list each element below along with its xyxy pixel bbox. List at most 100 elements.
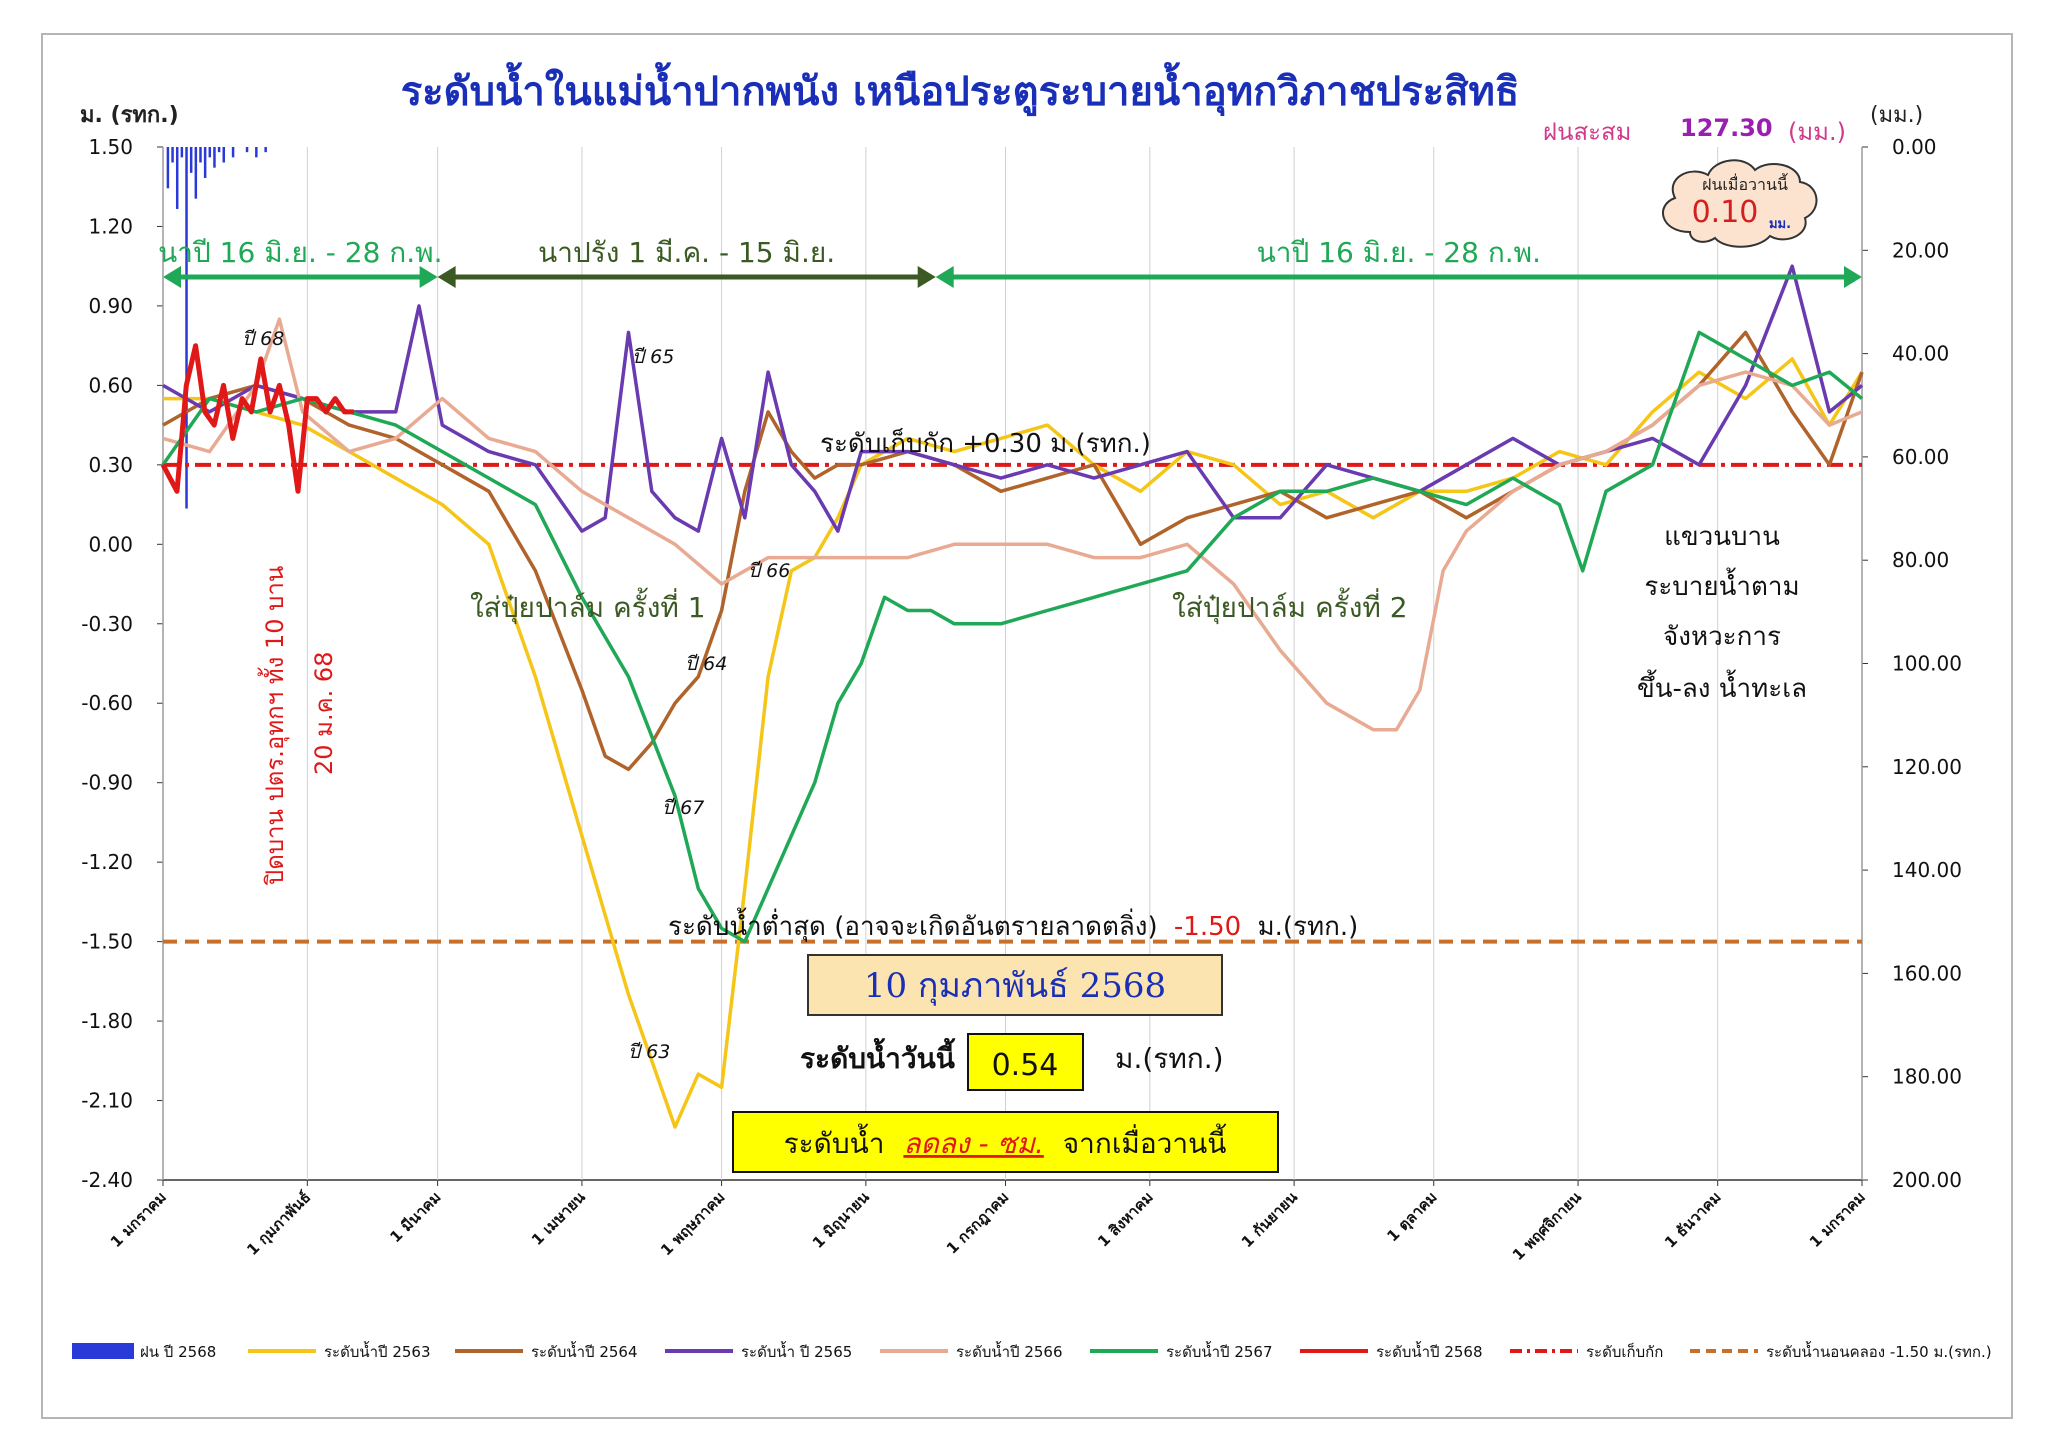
change-suffix: จากเมื่อวานนี้ xyxy=(1063,1123,1227,1160)
series-line-ระดับน้ำปี-2566 xyxy=(162,317,1863,732)
change-prefix: ระดับน้ำ xyxy=(784,1123,885,1160)
period-arrow-head xyxy=(437,266,456,288)
year-label-65: ปี 65 xyxy=(632,346,674,368)
legend-label: ระดับน้ำนอนคลอง -1.50 ม.(รทก.) xyxy=(1766,1341,1992,1361)
legend-swatch xyxy=(72,1343,134,1359)
rain-bar xyxy=(217,147,221,153)
yesterday-rain-cloud: ฝนเมื่อวานนี้ 0.10 มม. xyxy=(1662,159,1818,248)
y-tick-label: -1.50 xyxy=(81,930,133,954)
rain-bar xyxy=(231,147,235,158)
legend-label: ระดับน้ำ ปี 2565 xyxy=(741,1341,852,1361)
accum-rain: ฝนสะสม 127.30 (มม.) xyxy=(1543,114,1846,146)
period-arrow-label: นาปี 16 มิ.ย. - 28 ก.พ. xyxy=(158,236,442,269)
year-labels: ปี 68 ปี 65 ปี 66 ปี 64 ปี 67 ปี 63 xyxy=(242,328,790,1063)
rain-bar xyxy=(213,147,216,168)
accum-rain-label: ฝนสะสม xyxy=(1543,118,1631,146)
x-tick-label: 1 ตุลาคม xyxy=(1383,1188,1441,1246)
year-label-64: ปี 64 xyxy=(685,653,727,675)
series-line-ระดับน้ำปี-2564 xyxy=(162,330,1864,772)
gate-note-1: ปิดบาน ปตร.อุทกฯ ทั้ง 10 บาน xyxy=(257,566,290,886)
y2-tick-label: 80.00 xyxy=(1892,548,1949,572)
y-tick-label: 1.50 xyxy=(88,135,133,159)
accum-rain-value: 127.30 xyxy=(1680,114,1773,142)
x-tick-label: 1 เมษายน xyxy=(528,1188,589,1249)
rain-bar xyxy=(208,147,212,158)
y2-tick-label: 20.00 xyxy=(1892,238,1949,262)
y2-tick-label: 140.00 xyxy=(1892,858,1962,882)
rain-bar xyxy=(189,147,193,173)
min-level-value: -1.50 xyxy=(1174,912,1241,942)
x-tick-label: 1 พฤษภาคม xyxy=(657,1188,728,1259)
series-line-ระดับน้ำปี-2567 xyxy=(161,330,1864,944)
y2-tick-label: 120.00 xyxy=(1892,755,1962,779)
period-arrow-head xyxy=(1844,266,1862,288)
x-tick-label: 1 มกราคม xyxy=(1806,1188,1869,1251)
y-tick-label: 0.90 xyxy=(88,294,133,318)
x-tick-label: 1 มีนาคม xyxy=(386,1188,444,1246)
chart-title: ระดับน้ำในแม่น้ำปากพนัง เหนือประตูระบายน… xyxy=(401,62,1520,117)
rain-bar xyxy=(255,147,258,158)
svg-text:ระดับน้ำต่ำสุด (อาจจะเกิดอันตร: ระดับน้ำต่ำสุด (อาจจะเกิดอันตรายลาดตลิ่ง… xyxy=(668,907,1358,942)
series-line-ระดับน้ำ-ปี-2565 xyxy=(162,264,1864,533)
year-label-63: ปี 63 xyxy=(628,1041,670,1063)
x-tick-label: 1 กุมภาพันธ์ xyxy=(243,1188,315,1260)
legend: ฝน ปี 2568 ระดับน้ำปี 2563 ระดับน้ำปี 2564… xyxy=(72,1341,1992,1361)
y-tick-label: -2.10 xyxy=(81,1089,133,1113)
yesterday-rain-unit: มม. xyxy=(1769,217,1791,232)
y-tick-label: -2.40 xyxy=(81,1168,133,1192)
period-arrow-head xyxy=(935,266,954,288)
y-tick-label: 1.20 xyxy=(88,214,133,238)
rain-bar xyxy=(222,147,226,163)
period-arrow-head xyxy=(163,266,181,288)
storage-level-label: ระดับเก็บกัก +0.30 ม.(รทก.) xyxy=(820,427,1151,459)
change-box: ระดับน้ำ ลดลง - ซม. จากเมื่อวานนี้ xyxy=(732,1111,1279,1173)
today-unit: ม.(รทก.) xyxy=(1115,1042,1224,1075)
year-label-67: ปี 67 xyxy=(662,797,704,819)
y-tick-label: -1.80 xyxy=(81,1009,133,1033)
y-tick-label: 0.30 xyxy=(88,453,133,477)
y2-tick-label: 0.00 xyxy=(1892,135,1937,159)
gate-note-2: 20 ม.ค. 68 xyxy=(310,652,338,775)
rain-bar xyxy=(194,147,198,199)
y-tick-label: -0.30 xyxy=(81,612,133,636)
rain-bar xyxy=(185,147,188,509)
yesterday-rain-value: 0.10 xyxy=(1692,195,1759,230)
x-tick-label: 1 มิถุนายน xyxy=(809,1188,874,1253)
y2-tick-label: 200.00 xyxy=(1892,1168,1962,1192)
rain-bar xyxy=(180,147,184,158)
rain-bar xyxy=(264,147,267,153)
rain-bar xyxy=(203,147,207,178)
legend-label: ระดับน้ำปี 2563 xyxy=(324,1341,431,1361)
today-label: ระดับน้ำวันนี้ xyxy=(800,1037,956,1075)
legend-label: ระดับน้ำปี 2567 xyxy=(1166,1341,1273,1361)
date-box: 10 กุมภาพันธ์ 2568 xyxy=(807,954,1223,1016)
change-value: ลดลง - ซม. xyxy=(903,1127,1043,1160)
y2-tick-label: 60.00 xyxy=(1892,445,1949,469)
rain-bar xyxy=(171,147,174,163)
y-tick-label: -1.20 xyxy=(81,850,133,874)
min-level-prefix: ระดับน้ำต่ำสุด (อาจจะเกิดอันตรายลาดตลิ่ง… xyxy=(668,907,1158,942)
svg-text:ระดับน้ำ ลดลง - ซม.: ระดับน้ำ ลดลง - ซม. จากเมื่อวานนี้ xyxy=(784,1123,1227,1160)
y-tick-label: 0.00 xyxy=(88,532,133,556)
rain-bar xyxy=(245,147,249,153)
x-tick-label: 1 ธันวาคม xyxy=(1661,1188,1725,1252)
y-tick-label: -0.90 xyxy=(81,771,133,795)
period-arrow-label: นาปี 16 มิ.ย. - 28 ก.พ. xyxy=(1257,236,1541,269)
y2-tick-label: 40.00 xyxy=(1892,342,1949,366)
today-level: ระดับน้ำวันนี้ 0.54 ม.(รทก.) xyxy=(800,1033,1224,1091)
year-label-68: ปี 68 xyxy=(242,328,284,350)
fertilizer-2-label: ใส่ปุ๋ยปาล์ม ครั้งที่ 2 xyxy=(1172,587,1408,625)
year-label-66: ปี 66 xyxy=(748,560,790,582)
rain-bar xyxy=(175,147,179,209)
x-tick-label: 1 สิงหาคม xyxy=(1094,1188,1156,1250)
rain-bar xyxy=(199,147,202,163)
y2-tick-label: 100.00 xyxy=(1892,652,1962,676)
x-tick-label: 1 มกราคม xyxy=(107,1188,170,1251)
period-arrow-head xyxy=(917,266,936,288)
y-tick-label: -0.60 xyxy=(81,691,133,715)
legend-label: ฝน ปี 2568 xyxy=(140,1343,216,1361)
right-note: แขวนบาน ระบายน้ำตาม จังหวะการ ขึ้น-ลง น้… xyxy=(1637,522,1807,704)
rain-bar xyxy=(166,147,170,189)
legend-label: ระดับน้ำปี 2564 xyxy=(531,1341,638,1361)
